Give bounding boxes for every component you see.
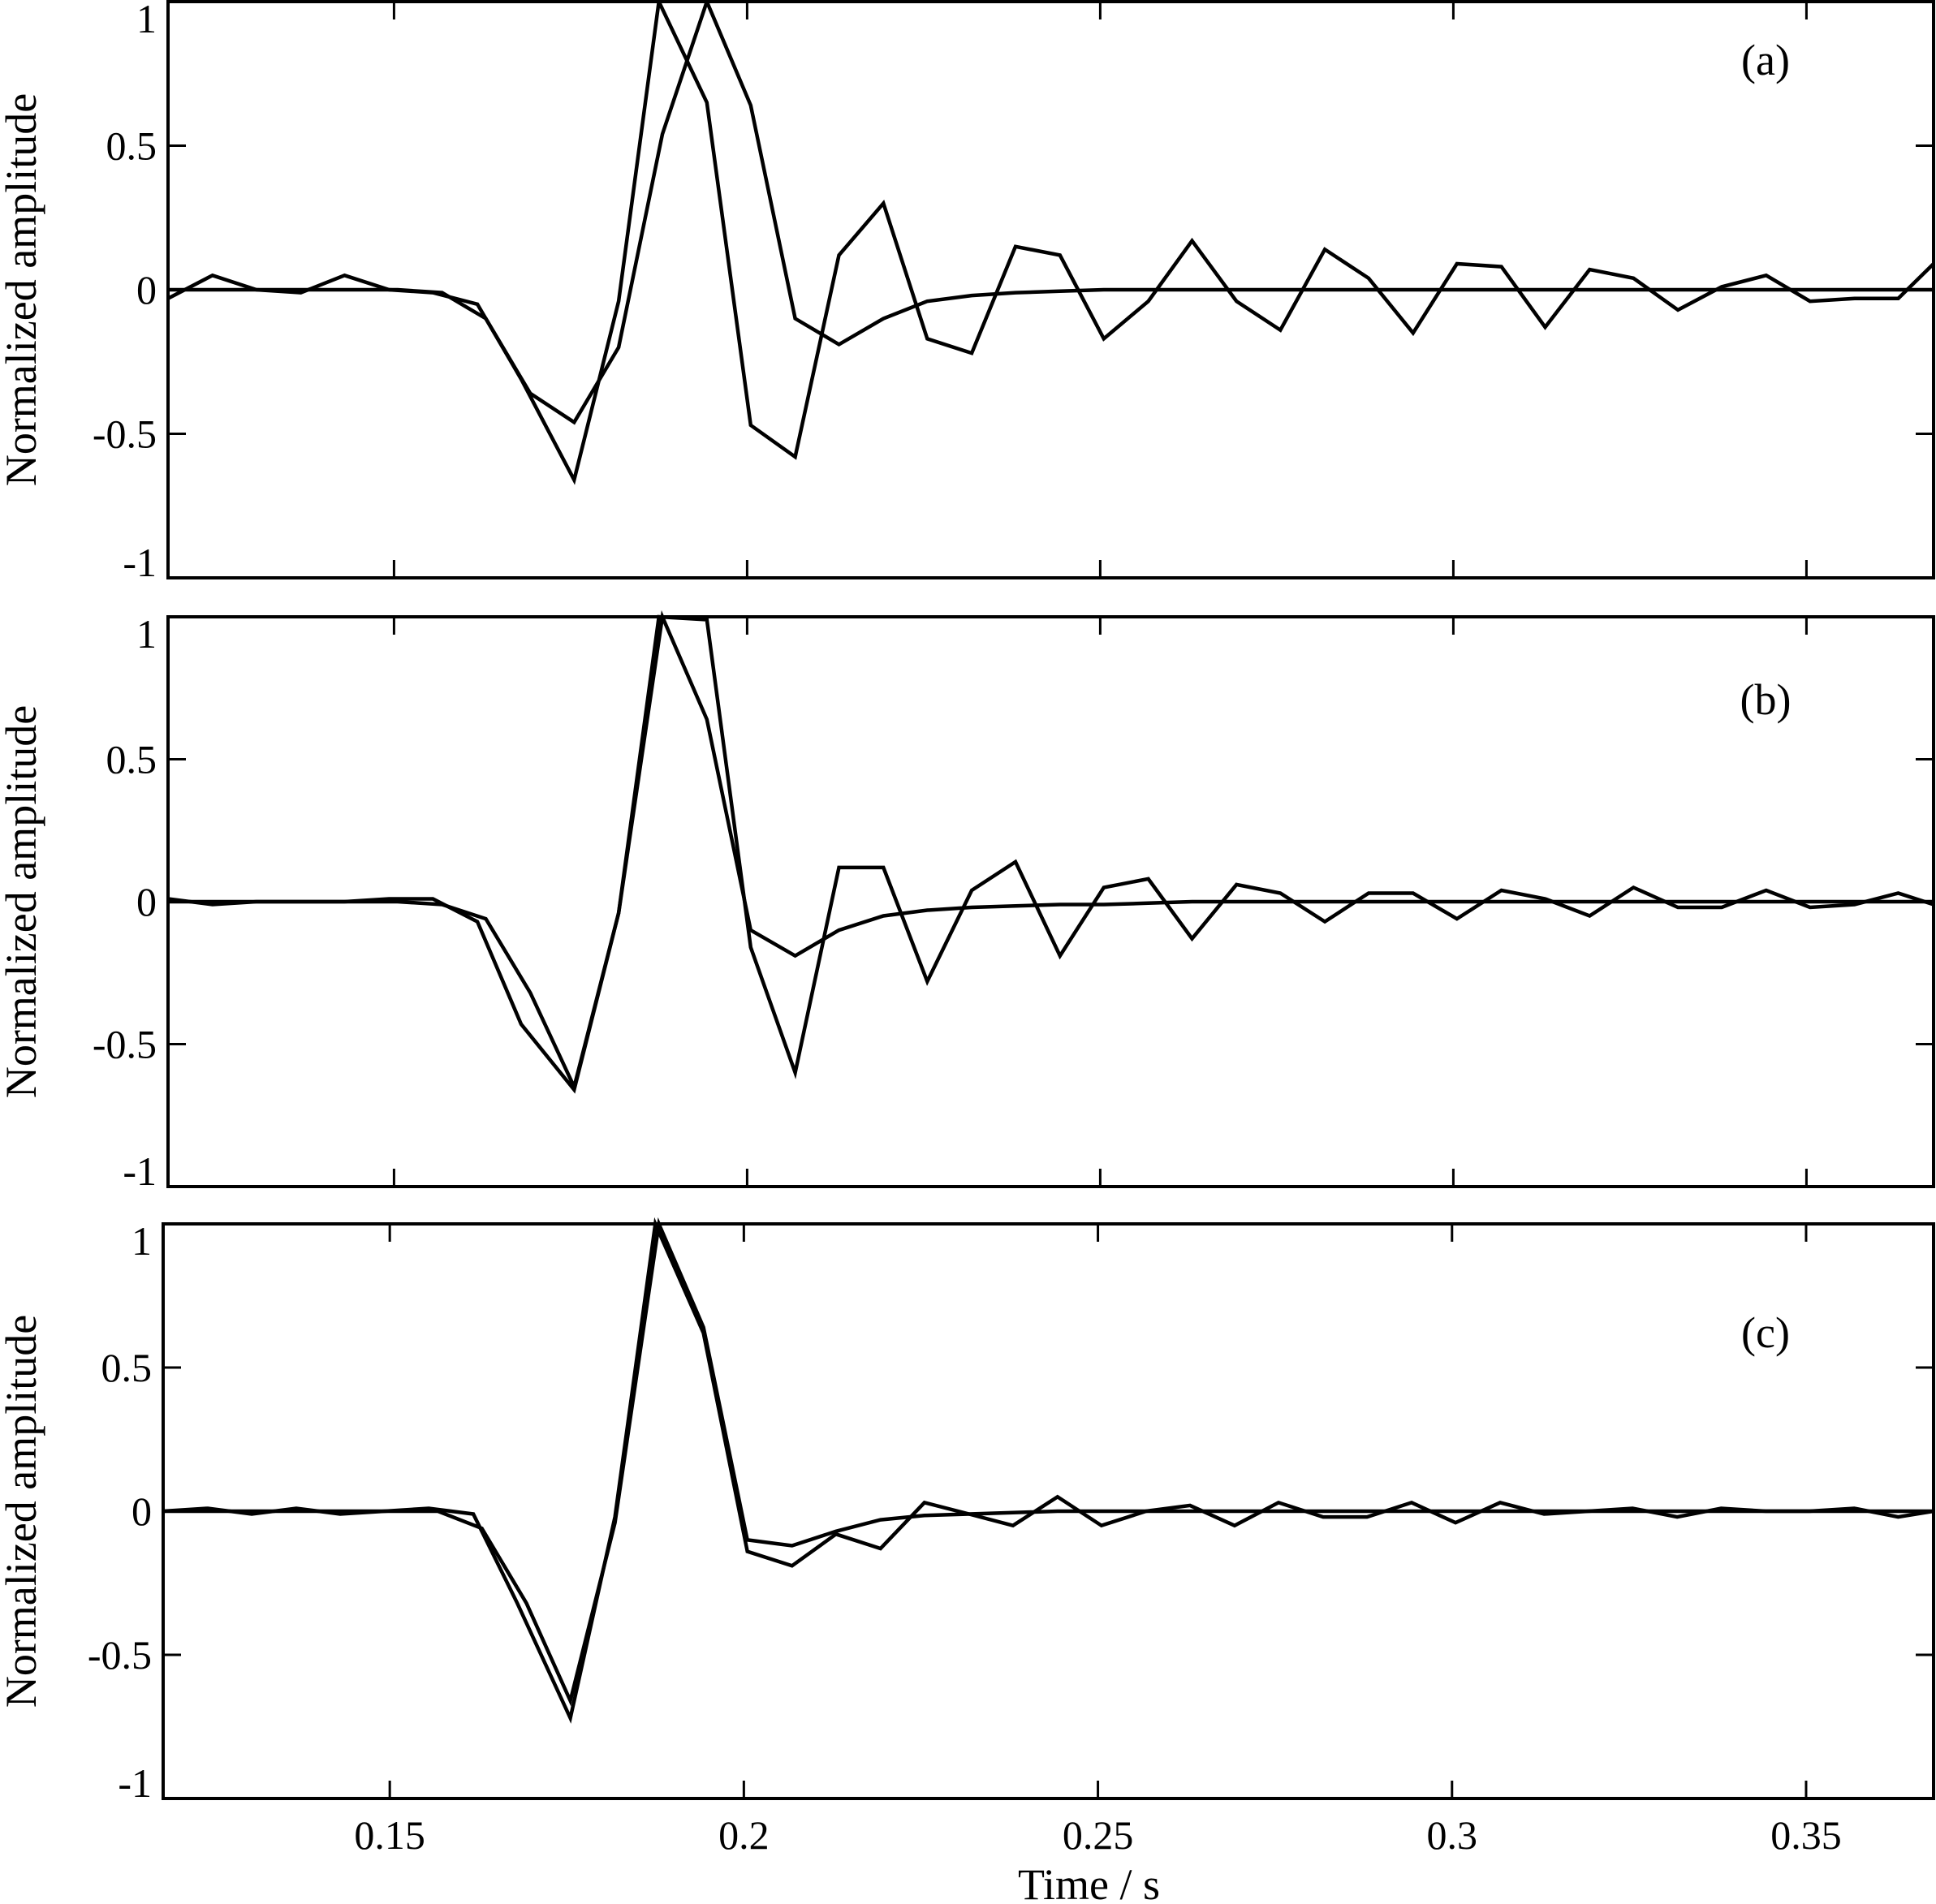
x-tick-label: 0.15	[354, 1812, 425, 1858]
series-line-1	[168, 0, 1934, 425]
y-tick-label: 0.5	[106, 123, 157, 169]
y-tick-label: 1	[132, 1218, 152, 1264]
series-line-1	[163, 1217, 1934, 1707]
y-tick-label: 0	[136, 879, 157, 924]
panel-annotation: (c)	[1741, 1308, 1790, 1357]
x-tick-label: 0.35	[1770, 1812, 1842, 1858]
x-tick-label: 0.25	[1063, 1812, 1134, 1858]
y-tick-label: -1	[123, 1148, 157, 1194]
x-axis-title: Time / s	[1018, 1860, 1160, 1904]
x-tick-label: 0.3	[1427, 1812, 1478, 1858]
y-tick-label: -0.5	[93, 411, 157, 457]
y-axis-title: Normalized amplitude	[0, 93, 45, 486]
panel-annotation: (a)	[1741, 36, 1790, 84]
y-tick-label: -0.5	[93, 1022, 157, 1067]
y-tick-label: 0	[132, 1488, 152, 1534]
y-axis-title: Normalized amplitude	[0, 1315, 45, 1708]
y-tick-label: -1	[118, 1760, 152, 1806]
y-tick-label: 1	[136, 0, 157, 41]
panel-a: 1 0.5 0 -0.5 -1 Normalized amplitude (a)	[0, 0, 1935, 585]
y-tick-label: -1	[123, 540, 157, 585]
y-axis-title: Normalized amplitude	[0, 705, 45, 1098]
y-tick-label: 0	[136, 267, 157, 312]
x-tick-label: 0.2	[718, 1812, 770, 1858]
y-tick-label: -0.5	[88, 1632, 152, 1678]
y-tick-label: 0.5	[101, 1345, 153, 1390]
panel-c: 0.15 0.2 0.25 0.3 0.35 1 0.5 0 -0.5 -1 Normalized …	[0, 1217, 1935, 1904]
panel-annotation: (b)	[1740, 675, 1792, 724]
y-tick-label: 1	[136, 611, 157, 657]
series-line-1	[168, 610, 1934, 1092]
series-line-2	[167, 614, 1934, 1094]
y-tick-label: 0.5	[106, 737, 157, 782]
series-line-2	[166, 0, 1935, 485]
panel-b: 1 0.5 0 -0.5 -1 Normalized amplitude (b)	[0, 610, 1935, 1194]
series-line-2	[162, 1217, 1934, 1724]
